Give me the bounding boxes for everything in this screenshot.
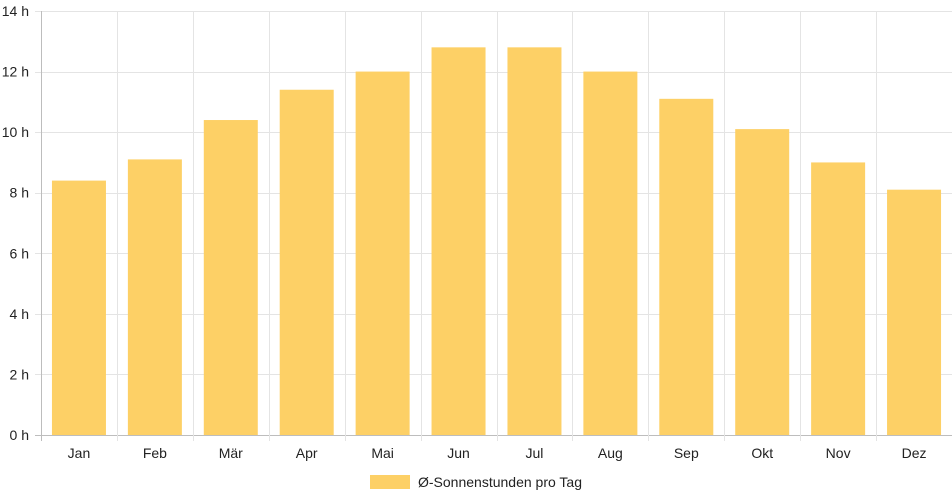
y-tick-label: 0 h: [10, 427, 29, 443]
x-tick-label: Mai: [371, 445, 394, 461]
legend-label: Ø-Sonnenstunden pro Tag: [418, 474, 582, 490]
bar: [355, 71, 410, 436]
x-tick-label: Aug: [598, 445, 623, 461]
bar: [735, 129, 790, 435]
bar: [431, 47, 486, 435]
bar: [583, 71, 638, 436]
x-tick-label: Jan: [68, 445, 91, 461]
x-tick-label: Feb: [143, 445, 167, 461]
bar: [507, 47, 562, 435]
bar: [659, 98, 714, 435]
x-tick-label: Apr: [296, 445, 318, 461]
grid: [35, 11, 952, 441]
y-tick-label: 2 h: [10, 366, 29, 382]
x-tick-label: Jul: [526, 445, 544, 461]
y-tick-label: 10 h: [2, 124, 29, 140]
x-tick-label: Jun: [447, 445, 470, 461]
y-tick-label: 6 h: [10, 245, 29, 261]
x-tick-label: Sep: [674, 445, 699, 461]
y-tick-label: 12 h: [2, 64, 29, 80]
x-tick-label: Mär: [219, 445, 243, 461]
y-tick-label: 14 h: [2, 3, 29, 19]
x-tick-label: Dez: [902, 445, 927, 461]
bars: [51, 47, 942, 436]
axes: 0 h 2 h 4 h 6 h 8 h 10 h 12 h 14 h Jan Feb Mär Apr M…: [2, 3, 927, 461]
x-tick-label: Okt: [751, 445, 773, 461]
y-tick-label: 8 h: [10, 185, 29, 201]
y-tick-label: 4 h: [10, 306, 29, 322]
bar: [51, 180, 106, 435]
bar: [887, 189, 942, 435]
bar: [811, 162, 866, 435]
bar: [203, 120, 258, 436]
legend-swatch: [370, 475, 410, 489]
bar: [127, 159, 182, 435]
legend[interactable]: Ø-Sonnenstunden pro Tag: [370, 474, 582, 490]
bar: [279, 89, 334, 435]
x-tick-label: Nov: [826, 445, 851, 461]
